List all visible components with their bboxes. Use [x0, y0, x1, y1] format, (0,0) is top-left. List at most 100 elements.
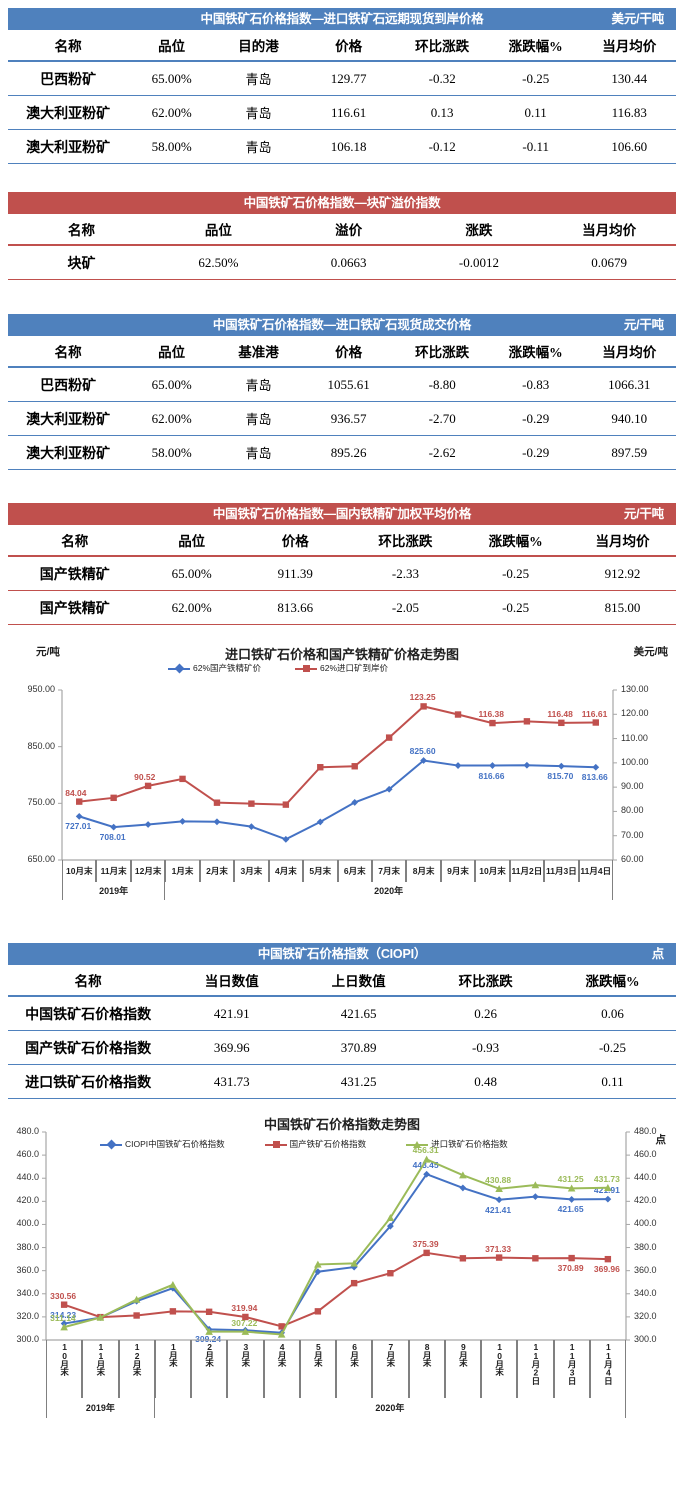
cell-change: -0.12 — [428, 138, 456, 154]
y-axis-tick-right: 110.00 — [621, 732, 648, 743]
cell-prev: 431.25 — [340, 1073, 377, 1089]
cell-prev: 370.89 — [340, 1039, 377, 1055]
cell-change-pct: 0.11 — [524, 104, 547, 120]
cell-today: 431.73 — [213, 1073, 250, 1089]
right-axis-unit: 点 — [655, 1134, 667, 1146]
x-axis-label: 3月末 — [227, 1340, 264, 1398]
data-point-label: 311.14 — [50, 1313, 76, 1324]
y-axis-tick-left: 750.00 — [27, 797, 55, 808]
column-header: 当日数值 — [204, 974, 259, 989]
x-axis-group-label: 2019年 — [46, 1398, 155, 1418]
table-title: 中国铁矿石价格指数—块矿溢价指数 — [243, 196, 441, 210]
column-header: 名称 — [54, 345, 82, 360]
x-axis-label: 12月末 — [118, 1340, 155, 1398]
cell-price: 895.26 — [330, 444, 367, 460]
data-point-label: 314.23 — [50, 1309, 77, 1320]
data-point-label: 825.60 — [409, 746, 436, 757]
x-axis-label: 12月末 — [130, 860, 166, 882]
data-point-label: 431.73 — [593, 1173, 620, 1184]
column-header: 涨跌幅% — [508, 39, 563, 54]
legend-label: 进口铁矿石价格指数 — [431, 1139, 508, 1149]
table-row: 国产铁矿石价格指数 369.96 370.89 -0.93 -0.25 — [8, 1031, 676, 1065]
cell-month-avg: 106.60 — [611, 138, 648, 154]
cell-grade: 62.00% — [151, 410, 192, 426]
table-row: 巴西粉矿 65.00% 青岛 129.77 -0.32 -0.25 130.44 — [8, 61, 676, 96]
data-point-label: 443.45 — [412, 1160, 439, 1171]
data-point-label: 90.52 — [134, 771, 156, 782]
cell-change: 0.13 — [430, 104, 454, 120]
chart-ciopi-trend: 中国铁矿石价格指数走势图 点 CIOPI中国铁矿石价格指数 国产铁矿石价格指数 … — [0, 1112, 684, 1487]
column-header: 价格 — [281, 534, 309, 549]
column-header: 当月均价 — [595, 534, 650, 549]
data-point-label: 371.33 — [485, 1243, 512, 1254]
data-table: 名称 品位 目的港 价格 环比涨跌 涨跌幅% 当月均价 巴西粉矿 65.00% … — [8, 30, 676, 164]
cell-grade: 62.00% — [151, 104, 192, 120]
y-axis-tick-right: 300.0 — [634, 1334, 657, 1344]
table-block-domestic-concentrate: 中国铁矿石价格指数—国内铁精矿加权平均价格 元/干吨 名称 品位 价格 环比涨跌… — [8, 503, 676, 625]
cell-prev: 421.65 — [340, 1005, 377, 1021]
cell-change: -0.0012 — [458, 254, 499, 270]
cell-port: 青岛 — [245, 140, 272, 155]
cell-change-pct: -0.25 — [502, 565, 530, 581]
x-axis-label: 4月末 — [263, 1340, 300, 1398]
y-axis-tick-right: 440.0 — [634, 1172, 657, 1183]
column-header: 价格 — [335, 39, 363, 54]
y-axis-tick-right: 400.0 — [634, 1218, 657, 1229]
column-header: 上日数值 — [331, 974, 386, 989]
table-header-bar: 中国铁矿石价格指数—块矿溢价指数 — [8, 192, 676, 214]
x-axis-label: 7月末 — [372, 1340, 409, 1398]
legend-label: CIOPI中国铁矿石价格指数 — [125, 1139, 225, 1149]
cell-price: 129.77 — [330, 70, 367, 86]
cell-price: 936.57 — [330, 410, 367, 426]
x-axis-label: 7月末 — [371, 860, 407, 882]
x-axis-label: 10月末 — [481, 1340, 518, 1398]
x-axis-label: 1月末 — [165, 860, 200, 882]
cell-month-avg: 912.92 — [604, 565, 641, 581]
data-point-label: 815.70 — [547, 771, 574, 782]
cell-name: 澳大利亚粉矿 — [26, 106, 111, 122]
x-axis-label: 6月末 — [337, 860, 372, 882]
data-table: 名称 品位 价格 环比涨跌 涨跌幅% 当月均价 国产铁精矿 65.00% 911… — [8, 525, 676, 625]
x-axis-label: 11月2日 — [509, 860, 545, 882]
cell-today: 369.96 — [213, 1039, 250, 1055]
cell-port: 青岛 — [245, 106, 272, 121]
cell-change: -2.62 — [428, 444, 456, 460]
table-unit: 点 — [651, 947, 665, 961]
cell-change: 0.26 — [474, 1005, 497, 1021]
column-header: 名称 — [74, 974, 102, 989]
data-point-label: 319.94 — [231, 1302, 258, 1313]
cell-change-pct: -0.25 — [598, 1039, 627, 1055]
x-axis-label: 6月末 — [336, 1340, 373, 1398]
y-axis-tick-right: 80.00 — [621, 805, 644, 816]
table-row: 国产铁精矿 65.00% 911.39 -2.33 -0.25 912.92 — [8, 556, 676, 591]
cell-name: 巴西粉矿 — [40, 72, 97, 88]
column-header: 环比涨跌 — [458, 974, 513, 989]
data-point-label: 727.01 — [65, 821, 92, 832]
data-point-label: 375.39 — [412, 1238, 439, 1249]
x-axis-label: 3月末 — [234, 860, 269, 882]
table-unit: 元/干吨 — [623, 318, 664, 332]
y-axis-tick-left: 440.0 — [16, 1172, 39, 1183]
legend-label: 62%国产铁精矿价 — [193, 663, 262, 673]
y-axis-tick-right: 90.00 — [621, 781, 644, 792]
data-point-label: 456.31 — [412, 1145, 439, 1156]
right-axis-unit: 美元/吨 — [633, 646, 668, 658]
chart-price-trend: 进口铁矿石价格和国产铁精矿价格走势图 元/吨 美元/吨 62%国产铁精矿价 62… — [0, 642, 684, 927]
data-point-label: 421.41 — [485, 1204, 512, 1215]
data-point-label: 116.38 — [478, 709, 504, 720]
cell-grade: 65.00% — [171, 565, 212, 581]
table-block-import-spot-deal: 中国铁矿石价格指数—进口铁矿石现货成交价格 元/干吨 名称 品位 基准港 价格 … — [8, 314, 676, 470]
cell-grade: 62.00% — [171, 599, 212, 615]
table-row: 澳大利亚粉矿 58.00% 青岛 106.18 -0.12 -0.11 106.… — [8, 130, 676, 164]
y-axis-tick-left: 850.00 — [27, 740, 55, 751]
x-axis-label: 11月末 — [82, 1340, 119, 1398]
table-block-import-forward-cfr: 中国铁矿石价格指数—进口铁矿石远期现货到岸价格 美元/干吨 名称 品位 目的港 … — [8, 8, 676, 164]
chart-legend: 62%国产铁精矿价 62%进口矿到岸价 — [168, 662, 388, 674]
table-header-bar: 中国铁矿石价格指数—进口铁矿石现货成交价格 元/干吨 — [8, 314, 676, 336]
table-title: 中国铁矿石价格指数—进口铁矿石远期现货到岸价格 — [200, 12, 484, 26]
table-title: 中国铁矿石价格指数—进口铁矿石现货成交价格 — [212, 318, 472, 332]
legend-label: 国产铁矿石价格指数 — [289, 1139, 367, 1149]
chart-title: 中国铁矿石价格指数走势图 — [263, 1117, 420, 1132]
y-axis-tick-right: 340.0 — [634, 1287, 657, 1298]
